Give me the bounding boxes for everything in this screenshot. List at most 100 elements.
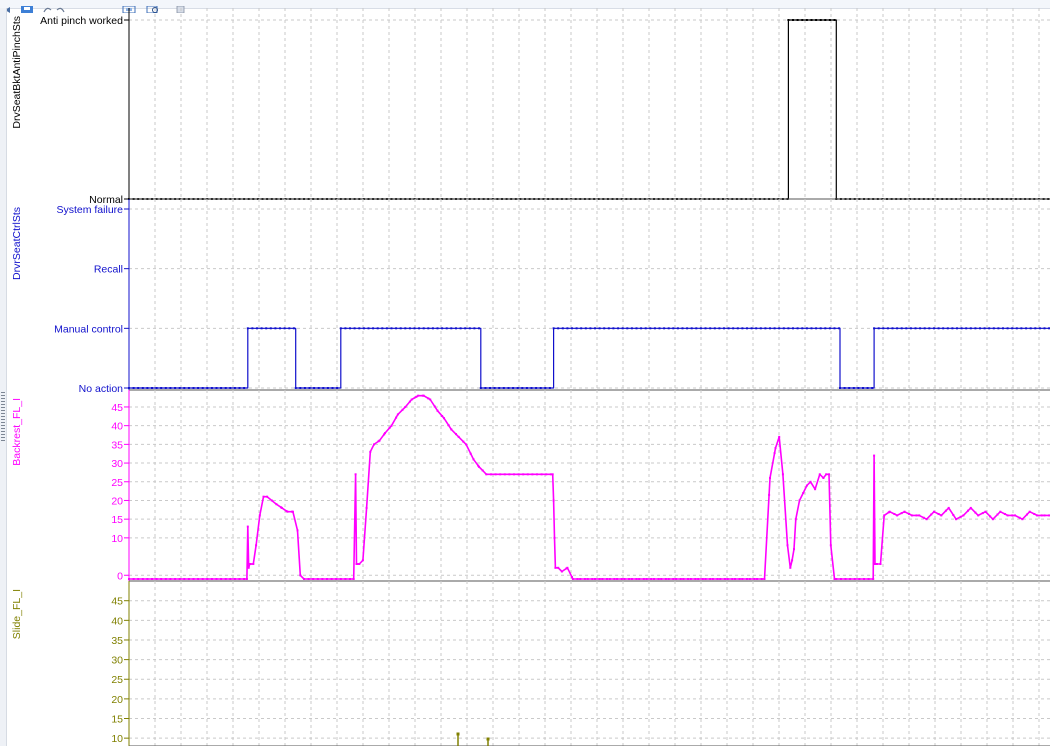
sample-marker <box>951 327 954 330</box>
sample-marker <box>983 327 986 330</box>
sample-marker <box>796 19 799 21</box>
sample-marker <box>969 327 972 330</box>
sample-marker <box>169 578 172 580</box>
sample-marker <box>583 578 586 580</box>
sample-marker <box>839 387 841 389</box>
sample-marker <box>339 327 342 330</box>
sample-marker <box>781 473 784 476</box>
sample-marker <box>502 387 505 389</box>
sample-marker <box>630 578 633 580</box>
sample-marker <box>243 578 246 580</box>
sample-marker <box>900 512 903 515</box>
sample-marker <box>679 578 682 580</box>
sample-marker <box>141 578 144 580</box>
sample-marker <box>335 578 338 580</box>
y-tick-label: 15 <box>111 514 123 526</box>
sample-marker <box>174 578 177 580</box>
sample-marker <box>441 415 444 417</box>
sample-marker <box>908 513 911 515</box>
sample-marker <box>872 578 875 580</box>
sample-marker <box>969 506 972 509</box>
sample-marker <box>417 394 420 397</box>
sample-marker <box>862 387 864 389</box>
sample-marker <box>1003 513 1006 515</box>
sample-marker <box>358 563 361 565</box>
sample-marker <box>552 327 555 330</box>
sample-marker <box>401 408 404 411</box>
sample-marker <box>1025 327 1028 330</box>
sample-marker <box>361 559 364 562</box>
sample-marker <box>802 492 805 494</box>
sample-marker <box>810 327 813 330</box>
sample-marker <box>759 327 762 330</box>
sample-marker <box>418 327 421 330</box>
sample-marker <box>220 578 223 580</box>
y-tick-label: 10 <box>111 733 123 745</box>
sample-marker <box>427 327 430 330</box>
y-tick-label: Anti pinch worked <box>40 15 123 27</box>
sample-marker <box>815 19 818 21</box>
panel-splitter[interactable] <box>0 8 7 746</box>
sample-marker <box>265 327 268 330</box>
sample-marker <box>288 327 291 330</box>
sample-marker <box>787 327 790 330</box>
slide-series-marker <box>486 737 490 741</box>
sample-marker <box>521 387 524 389</box>
sample-marker <box>940 514 943 517</box>
sample-marker <box>252 563 255 565</box>
splitter-grip[interactable] <box>1 392 5 442</box>
sample-marker <box>557 327 560 330</box>
sample-marker <box>658 327 661 330</box>
sample-marker <box>635 327 638 330</box>
sample-marker <box>535 387 538 389</box>
sample-marker <box>792 19 794 21</box>
sample-marker <box>365 506 368 509</box>
sample-marker <box>422 394 425 397</box>
sample-marker <box>822 477 825 479</box>
back-arrow-icon[interactable] <box>4 0 16 13</box>
series-line <box>129 327 1050 389</box>
sample-marker <box>981 512 984 515</box>
sample-marker <box>769 477 771 479</box>
sample-marker <box>481 469 484 472</box>
undo-icon[interactable] <box>42 0 52 13</box>
sample-marker <box>479 387 482 389</box>
sample-marker <box>233 387 236 389</box>
sample-marker <box>493 387 496 389</box>
sample-marker <box>933 510 935 513</box>
sample-marker <box>243 387 246 389</box>
sample-marker <box>946 327 949 330</box>
sample-marker <box>459 327 462 330</box>
sample-marker <box>336 387 339 389</box>
sample-marker <box>1026 513 1028 516</box>
sample-marker <box>390 424 393 427</box>
sample-marker <box>388 426 391 429</box>
sample-marker <box>699 327 702 330</box>
sample-marker <box>367 327 370 330</box>
sample-marker <box>594 578 596 580</box>
sample-marker <box>741 327 744 330</box>
sample-marker <box>571 576 573 579</box>
sample-marker <box>381 327 384 330</box>
sample-marker <box>606 578 608 580</box>
sample-marker <box>312 578 315 580</box>
sample-marker <box>896 327 899 330</box>
sample-marker <box>275 503 278 506</box>
sample-marker <box>701 578 704 580</box>
sample-marker <box>436 409 439 412</box>
sample-marker <box>580 327 583 330</box>
sample-marker <box>455 433 457 436</box>
sample-marker <box>789 566 792 569</box>
sample-marker <box>612 327 615 330</box>
sample-marker <box>893 513 896 515</box>
sample-marker <box>356 563 359 565</box>
redo-icon[interactable] <box>56 0 66 13</box>
sample-marker <box>653 578 655 580</box>
save-icon[interactable] <box>20 0 34 13</box>
sample-marker <box>321 578 324 580</box>
sample-marker <box>586 578 589 580</box>
sample-marker <box>132 387 135 389</box>
y-tick-label: Normal <box>89 194 123 206</box>
sample-marker <box>919 327 922 330</box>
sample-marker <box>667 578 670 580</box>
